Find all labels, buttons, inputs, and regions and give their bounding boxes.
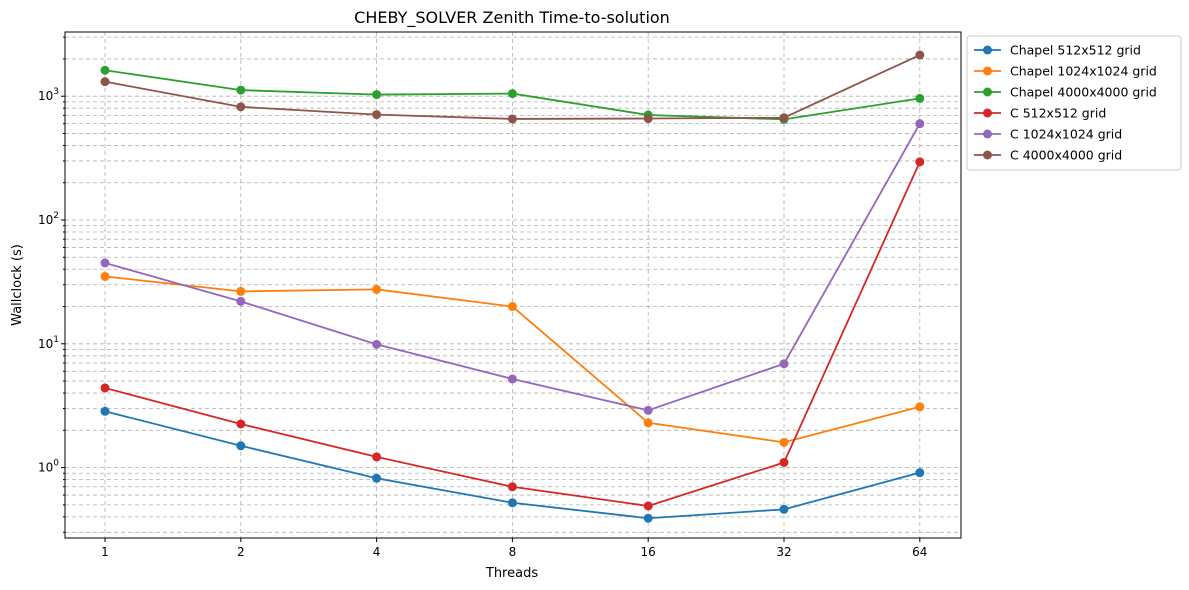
data-point bbox=[643, 405, 653, 415]
data-point bbox=[236, 419, 246, 429]
data-point bbox=[236, 441, 246, 451]
legend-item: C 1024x1024 grid bbox=[974, 127, 1122, 142]
legend-label: Chapel 4000x4000 grid bbox=[1010, 85, 1157, 100]
legend-item: C 512x512 grid bbox=[974, 106, 1106, 121]
data-point bbox=[372, 90, 382, 100]
data-point bbox=[100, 406, 110, 416]
legend-box bbox=[966, 35, 1182, 171]
legend-label: C 4000x4000 grid bbox=[1010, 148, 1122, 163]
series-5 bbox=[100, 119, 925, 415]
data-point bbox=[100, 65, 110, 75]
data-point bbox=[372, 339, 382, 349]
legend-marker bbox=[983, 87, 992, 97]
data-point bbox=[507, 89, 517, 99]
data-point bbox=[779, 359, 789, 369]
data-point bbox=[100, 271, 110, 281]
data-point bbox=[643, 501, 653, 511]
data-point bbox=[100, 258, 110, 268]
legend-item: Chapel 4000x4000 grid bbox=[974, 85, 1157, 100]
data-point bbox=[779, 457, 789, 467]
y-tick-label: 101 bbox=[38, 335, 59, 351]
data-point bbox=[643, 114, 653, 124]
data-point bbox=[507, 114, 517, 124]
data-point bbox=[236, 296, 246, 306]
y-tick-label: 103 bbox=[38, 87, 59, 103]
legend-marker bbox=[983, 66, 992, 76]
data-point bbox=[779, 113, 789, 123]
y-axis-label: Wallclock (s) bbox=[10, 244, 25, 326]
legend-label: Chapel 1024x1024 grid bbox=[1010, 64, 1157, 79]
y-tick-label: 102 bbox=[38, 211, 59, 227]
data-point bbox=[507, 498, 517, 508]
series-2 bbox=[100, 271, 925, 447]
data-point bbox=[643, 418, 653, 428]
data-point bbox=[915, 93, 925, 103]
data-point bbox=[507, 302, 517, 312]
legend-item: Chapel 1024x1024 grid bbox=[974, 64, 1157, 79]
legend-marker bbox=[983, 129, 992, 139]
series-1 bbox=[100, 406, 925, 523]
y-axis-ticks: 100 101 102 103 bbox=[38, 36, 65, 533]
data-point bbox=[779, 504, 789, 514]
legend-label: Chapel 512x512 grid bbox=[1010, 43, 1141, 58]
data-point bbox=[507, 482, 517, 492]
data-point bbox=[507, 374, 517, 384]
x-tick-label: 2 bbox=[237, 545, 245, 559]
series-6 bbox=[100, 50, 925, 124]
series-layer bbox=[100, 50, 925, 523]
x-tick-label: 1 bbox=[101, 545, 109, 559]
data-point bbox=[779, 437, 789, 447]
x-axis-ticks: 1 2 4 8 16 32 64 bbox=[101, 538, 927, 559]
chart-title: CHEBY_SOLVER Zenith Time-to-solution bbox=[354, 8, 670, 28]
data-point bbox=[643, 513, 653, 523]
x-axis-label: Threads bbox=[485, 566, 538, 581]
data-point bbox=[236, 85, 246, 95]
x-tick-label: 8 bbox=[509, 545, 517, 559]
data-point bbox=[100, 383, 110, 393]
data-point bbox=[915, 468, 925, 478]
data-point bbox=[372, 473, 382, 483]
legend-label: C 512x512 grid bbox=[1010, 106, 1106, 121]
x-tick-label: 16 bbox=[641, 545, 656, 559]
data-point bbox=[236, 286, 246, 296]
legend-marker bbox=[983, 150, 992, 160]
data-point bbox=[915, 50, 925, 60]
data-point bbox=[100, 77, 110, 87]
x-tick-label: 4 bbox=[373, 545, 381, 559]
data-point bbox=[236, 102, 246, 112]
x-tick-label: 32 bbox=[776, 545, 791, 559]
x-tick-label: 64 bbox=[912, 545, 927, 559]
data-point bbox=[915, 119, 925, 129]
data-point bbox=[372, 452, 382, 462]
legend-label: C 1024x1024 grid bbox=[1010, 127, 1122, 142]
data-point bbox=[915, 157, 925, 167]
data-point bbox=[372, 284, 382, 294]
legend-marker bbox=[983, 108, 992, 118]
series-4 bbox=[100, 157, 925, 511]
legend-item: Chapel 512x512 grid bbox=[974, 43, 1141, 58]
data-point bbox=[915, 402, 925, 412]
legend-item: C 4000x4000 grid bbox=[974, 148, 1122, 163]
y-tick-label: 100 bbox=[38, 459, 59, 475]
grid-lines bbox=[65, 32, 961, 538]
data-point bbox=[372, 110, 382, 120]
legend: Chapel 512x512 grid Chapel 1024x1024 grid… bbox=[966, 35, 1182, 171]
legend-marker bbox=[983, 45, 992, 55]
